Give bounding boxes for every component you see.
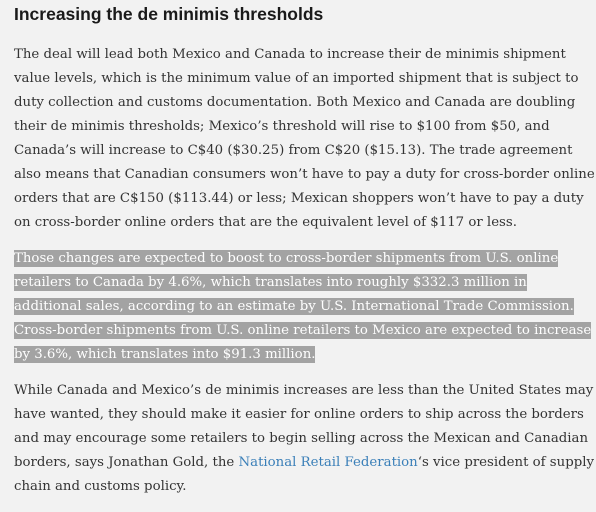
paragraph-text-before-link: While Canada and Mexico’s de minimis inc…: [14, 383, 594, 470]
section-heading: Increasing the de minimis thresholds: [14, 4, 324, 24]
paragraph-highlighted[interactable]: Those changes are expected to boost to c…: [14, 247, 596, 367]
text-selection-highlight[interactable]: Those changes are expected to boost to c…: [14, 250, 592, 363]
paragraph-text-after-link: ‘s vice president of supply chain and cu…: [14, 455, 594, 494]
article-body: Increasing the de minimis thresholds The…: [14, 0, 596, 499]
paragraph-nrf-quote: While Canada and Mexico’s de minimis inc…: [14, 379, 596, 499]
national-retail-federation-link[interactable]: National Retail Federation: [238, 455, 418, 470]
paragraph-de-minimis-levels: The deal will lead both Mexico and Canad…: [14, 47, 595, 230]
